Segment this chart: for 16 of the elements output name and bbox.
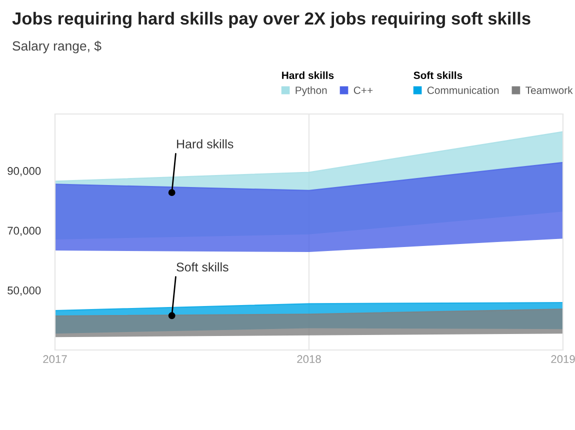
legend-label: C++ — [354, 86, 373, 94]
legend-label: Teamwork — [526, 86, 573, 94]
chart-title: Jobs requiring hard skills pay over 2X jobs requiring soft skills — [12, 12, 530, 28]
y-tick-label: 70,000 — [8, 226, 41, 236]
text: Soft skills — [414, 71, 462, 80]
legend-label: Communication — [427, 86, 499, 94]
x-tick-label: 2017 — [43, 355, 67, 364]
y-tick-label: 50,000 — [8, 286, 41, 296]
chart-subtitle: Salary range, $ — [12, 40, 102, 54]
x-tick-label: 2018 — [297, 355, 321, 364]
annotation: Soft skills — [176, 262, 228, 272]
y-tick-label: 90,000 — [8, 167, 41, 176]
legend-label: Python — [296, 86, 327, 96]
text: Hard skills — [282, 71, 334, 80]
x-tick-label: 2019 — [551, 355, 575, 364]
annotation: Hard skills — [177, 139, 234, 148]
